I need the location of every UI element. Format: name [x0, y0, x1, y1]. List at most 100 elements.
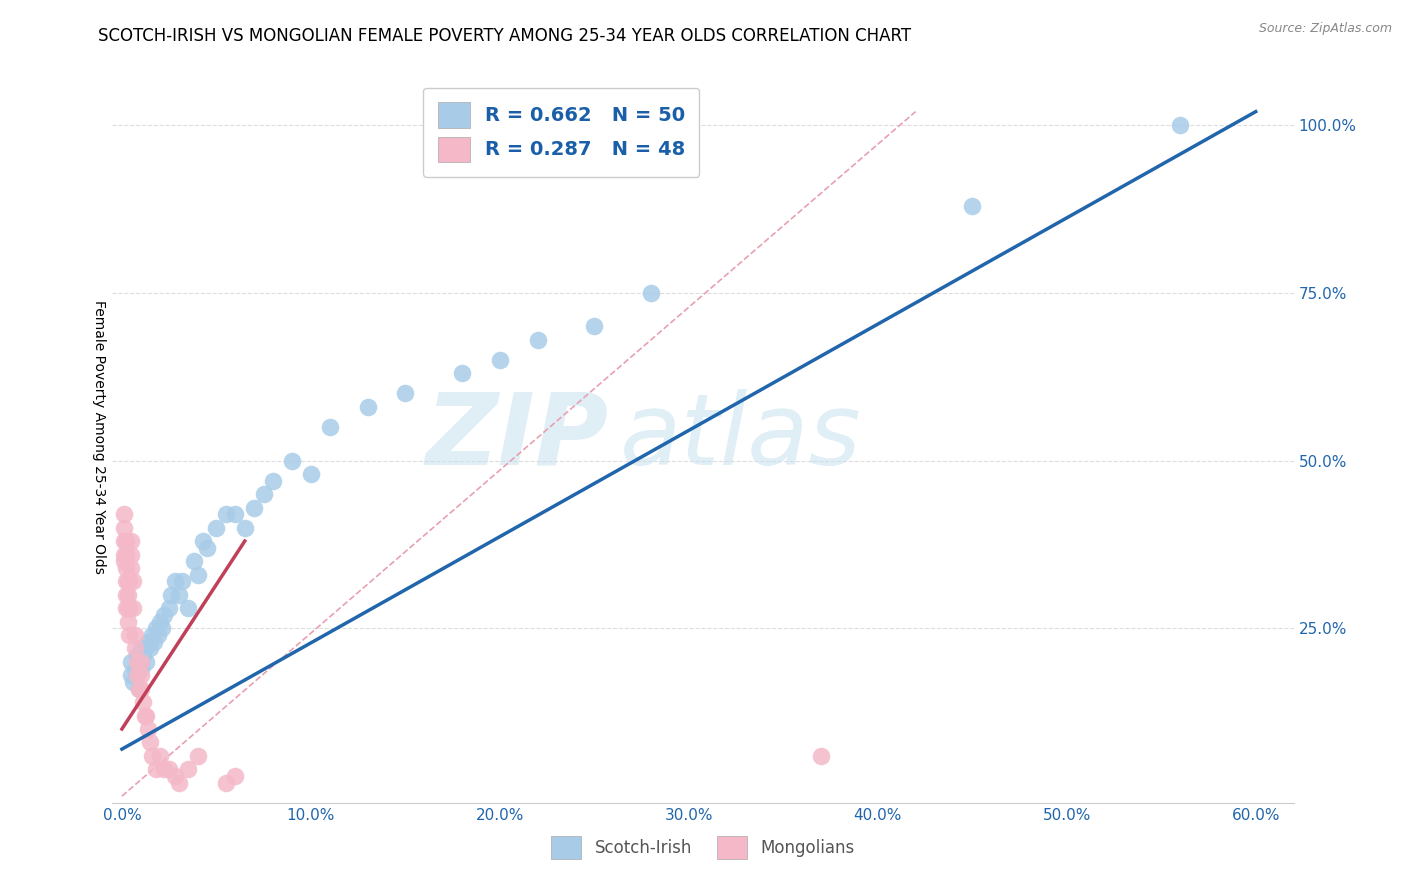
Point	[129, 655, 152, 669]
Point	[118, 574, 141, 589]
Text: Source: ZipAtlas.com: Source: ZipAtlas.com	[1258, 22, 1392, 36]
Point	[141, 628, 163, 642]
Point	[224, 769, 246, 783]
Point	[157, 601, 180, 615]
Point	[120, 668, 142, 682]
Point	[146, 628, 169, 642]
Point	[129, 662, 152, 676]
Point	[224, 508, 246, 522]
Point	[120, 534, 142, 549]
Point	[112, 554, 135, 568]
Point	[135, 708, 157, 723]
Point	[138, 722, 160, 736]
Point	[149, 615, 172, 629]
Point	[117, 615, 139, 629]
Point	[177, 601, 200, 615]
Point	[167, 775, 190, 789]
Point	[160, 588, 183, 602]
Point	[139, 641, 162, 656]
Point	[640, 285, 662, 300]
Point	[193, 534, 215, 549]
Point	[186, 567, 208, 582]
Point	[172, 574, 194, 589]
Point	[810, 748, 832, 763]
Point	[124, 628, 146, 642]
Point	[149, 748, 172, 763]
Point	[132, 695, 155, 709]
Point	[135, 655, 157, 669]
Point	[163, 769, 186, 783]
Text: ZIP: ZIP	[426, 389, 609, 485]
Point	[128, 681, 150, 696]
Point	[299, 467, 322, 481]
Point	[114, 534, 136, 549]
Point	[128, 681, 150, 696]
Point	[150, 621, 173, 635]
Point	[152, 607, 174, 622]
Point	[122, 601, 145, 615]
Point	[114, 588, 136, 602]
Point	[112, 534, 135, 549]
Legend: Scotch-Irish, Mongolians: Scotch-Irish, Mongolians	[543, 828, 863, 868]
Point	[129, 681, 152, 696]
Point	[117, 601, 139, 615]
Point	[125, 648, 148, 662]
Point	[139, 735, 162, 749]
Point	[205, 521, 228, 535]
Point	[118, 601, 141, 615]
Point	[129, 641, 152, 656]
Point	[157, 762, 180, 776]
Point	[183, 554, 205, 568]
Point	[215, 508, 238, 522]
Point	[114, 574, 136, 589]
Point	[129, 668, 152, 682]
Point	[112, 548, 135, 562]
Point	[114, 548, 136, 562]
Point	[526, 333, 548, 347]
Point	[120, 548, 142, 562]
Point	[356, 400, 378, 414]
Point	[134, 708, 156, 723]
Point	[129, 655, 152, 669]
Point	[394, 386, 416, 401]
Point	[112, 521, 135, 535]
Point	[118, 628, 141, 642]
Point	[145, 762, 167, 776]
Point	[583, 319, 606, 334]
Point	[262, 474, 284, 488]
Point	[124, 641, 146, 656]
Point	[117, 574, 139, 589]
Point	[124, 662, 146, 676]
Point	[122, 675, 145, 690]
Point	[134, 641, 156, 656]
Point	[177, 762, 200, 776]
Point	[489, 352, 512, 367]
Point	[215, 775, 238, 789]
Point	[195, 541, 218, 555]
Point	[143, 634, 166, 648]
Point	[138, 634, 160, 648]
Point	[122, 574, 145, 589]
Point	[281, 453, 304, 467]
Point	[120, 655, 142, 669]
Point	[132, 648, 155, 662]
Point	[152, 762, 174, 776]
Point	[114, 561, 136, 575]
Point	[1168, 118, 1191, 132]
Point	[186, 748, 208, 763]
Y-axis label: Female Poverty Among 25-34 Year Olds: Female Poverty Among 25-34 Year Olds	[91, 300, 105, 574]
Point	[319, 420, 342, 434]
Text: atlas: atlas	[620, 389, 862, 485]
Point	[120, 561, 142, 575]
Point	[167, 588, 190, 602]
Point	[253, 487, 276, 501]
Point	[141, 748, 163, 763]
Point	[962, 198, 984, 212]
Point	[163, 574, 186, 589]
Point	[117, 588, 139, 602]
Point	[451, 367, 474, 381]
Point	[125, 655, 148, 669]
Point	[243, 500, 266, 515]
Point	[125, 668, 148, 682]
Point	[233, 521, 256, 535]
